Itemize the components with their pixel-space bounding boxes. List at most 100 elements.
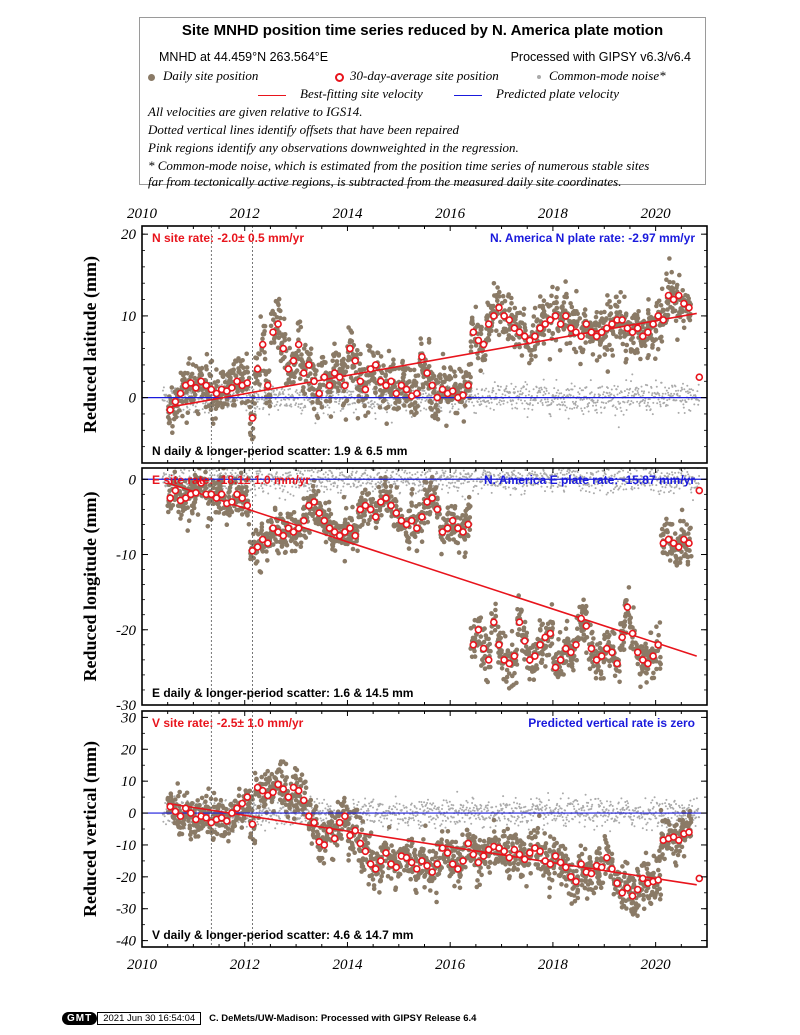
noise-point: [296, 472, 298, 475]
noise-point: [509, 391, 512, 394]
noise-point: [468, 480, 470, 483]
noise-point: [303, 469, 306, 472]
noise-point: [549, 415, 552, 418]
noise-point: [395, 473, 398, 475]
noise-point: [620, 391, 623, 394]
noise-point: [538, 389, 541, 392]
daily-point: [452, 373, 458, 379]
daily-point: [166, 509, 171, 515]
noise-point: [566, 470, 569, 473]
daily-point: [327, 519, 333, 524]
noise-point: [520, 399, 522, 402]
daily-point: [362, 403, 367, 409]
daily-point: [296, 533, 301, 538]
noise-point: [531, 408, 534, 411]
noise-point: [517, 482, 520, 485]
noise-point: [491, 484, 494, 487]
noise-point: [356, 485, 359, 488]
daily-point: [199, 394, 205, 400]
noise-point: [282, 488, 285, 491]
daily-point: [312, 367, 318, 373]
noise-point: [562, 403, 565, 406]
daily-point: [192, 375, 197, 381]
daily-point: [420, 384, 426, 390]
daily-point: [382, 397, 387, 403]
daily-point: [301, 385, 306, 390]
noise-point: [637, 393, 640, 396]
noise-point: [343, 482, 346, 485]
average-point: [649, 320, 657, 328]
daily-point: [208, 482, 214, 487]
daily-point: [642, 343, 648, 349]
noise-point: [255, 398, 258, 401]
noise-point: [378, 471, 381, 474]
noise-point: [514, 385, 517, 388]
daily-point: [282, 354, 287, 360]
noise-point: [578, 485, 581, 488]
noise-point: [664, 386, 667, 389]
daily-point: [355, 348, 360, 353]
noise-point: [299, 407, 302, 409]
noise-point: [444, 470, 447, 473]
daily-point: [371, 353, 377, 358]
noise-point: [337, 491, 340, 494]
daily-point: [463, 388, 469, 394]
noise-point: [626, 401, 629, 404]
noise-point: [552, 400, 555, 403]
noise-point: [550, 484, 553, 486]
noise-point: [561, 485, 563, 487]
noise-point: [307, 483, 310, 486]
noise-point: [254, 488, 257, 491]
daily-point: [323, 500, 328, 506]
noise-point: [249, 480, 252, 483]
noise-point: [443, 474, 446, 477]
daily-point: [355, 548, 360, 554]
daily-point: [608, 304, 613, 310]
daily-point: [270, 308, 276, 314]
daily-point: [609, 347, 615, 353]
noise-point: [667, 475, 670, 478]
daily-point: [548, 303, 553, 308]
noise-point: [573, 474, 576, 477]
noise-point: [203, 411, 206, 414]
x-tick-label: 2020: [641, 206, 672, 222]
noise-point: [597, 470, 600, 473]
daily-point: [614, 334, 619, 339]
noise-point: [451, 403, 453, 406]
noise-point: [309, 479, 312, 482]
daily-point: [443, 375, 448, 380]
noise-point: [486, 395, 489, 398]
noise-point: [549, 474, 552, 477]
noise-point: [602, 393, 605, 396]
daily-point: [289, 548, 295, 554]
daily-point: [320, 354, 326, 360]
noise-point: [516, 390, 519, 393]
noise-point: [608, 391, 611, 394]
noise-point: [419, 481, 422, 484]
noise-point: [534, 483, 537, 486]
noise-point: [481, 388, 484, 391]
legend-plate: Predicted plate velocity: [454, 86, 619, 102]
daily-point: [409, 384, 415, 389]
noise-point: [657, 398, 660, 401]
daily-point: [181, 372, 186, 378]
daily-point: [400, 358, 406, 364]
noise-point: [427, 468, 430, 471]
daily-point: [212, 380, 217, 385]
noise-point: [295, 481, 298, 484]
daily-point: [646, 353, 651, 358]
noise-point: [670, 486, 673, 488]
noise-point: [205, 401, 208, 403]
noise-point: [684, 474, 687, 477]
noise-point: [245, 472, 248, 475]
noise-point: [312, 471, 315, 473]
noise-point: [290, 405, 293, 408]
noise-point: [371, 485, 374, 488]
average-point: [479, 340, 488, 349]
daily-point: [298, 540, 304, 546]
noise-point: [496, 480, 499, 483]
daily-point: [213, 510, 218, 515]
daily-point: [623, 313, 629, 318]
noise-point: [284, 398, 287, 401]
noise-point: [660, 381, 663, 384]
